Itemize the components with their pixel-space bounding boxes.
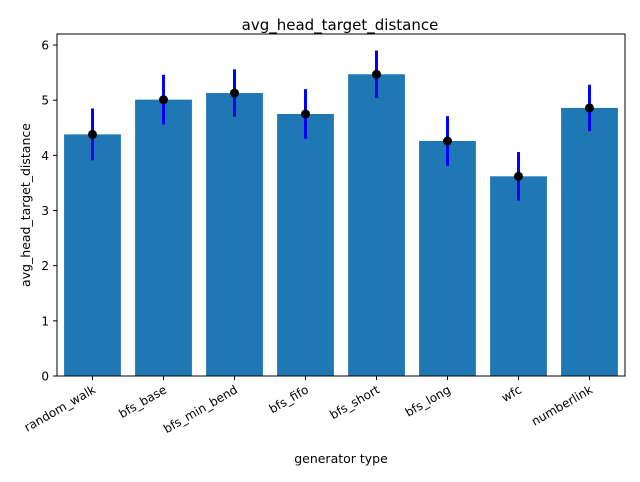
- y-tick-label: 3: [41, 204, 49, 218]
- mean-marker: [443, 136, 452, 146]
- bar: [419, 141, 476, 376]
- plot-frame: [56, 33, 626, 377]
- bar: [348, 74, 405, 377]
- mean-marker: [301, 109, 310, 119]
- x-tick-label: bfs_short: [327, 382, 382, 422]
- mean-marker: [230, 88, 239, 98]
- y-axis-label: avg_head_target_distance: [18, 123, 33, 287]
- y-tick-label: 1: [41, 314, 49, 328]
- mean-marker: [514, 171, 523, 181]
- x-tick-label: bfs_fifo: [267, 382, 311, 416]
- x-tick-label: bfs_long: [403, 382, 453, 419]
- bar: [277, 113, 334, 376]
- error-bars-group: [88, 50, 594, 201]
- y-tick-label: 2: [41, 259, 49, 273]
- bars-group: [64, 74, 618, 377]
- y-axis: 0 1 2 3 4 5 6: [41, 39, 57, 384]
- mean-marker: [88, 129, 97, 139]
- x-axis-label: generator type: [294, 451, 388, 466]
- x-tick-label: bfs_base: [116, 382, 169, 420]
- mean-marker: [159, 95, 168, 105]
- chart-title: avg_head_target_distance: [242, 16, 439, 35]
- x-tick-label: numberlink: [529, 382, 595, 428]
- x-tick-label: wfc: [499, 382, 524, 404]
- y-tick-label: 4: [41, 149, 49, 163]
- mean-marker: [585, 103, 594, 113]
- bar: [490, 176, 547, 376]
- bar: [561, 107, 618, 376]
- x-tick-label: bfs_min_bend: [161, 382, 240, 436]
- bar: [135, 99, 192, 376]
- mean-marker: [372, 69, 381, 79]
- y-tick-label: 0: [41, 370, 49, 384]
- y-tick-label: 6: [41, 39, 49, 53]
- bar: [64, 134, 121, 376]
- y-tick-label: 5: [41, 94, 49, 108]
- bar: [206, 93, 263, 376]
- x-tick-label: random_walk: [22, 382, 98, 434]
